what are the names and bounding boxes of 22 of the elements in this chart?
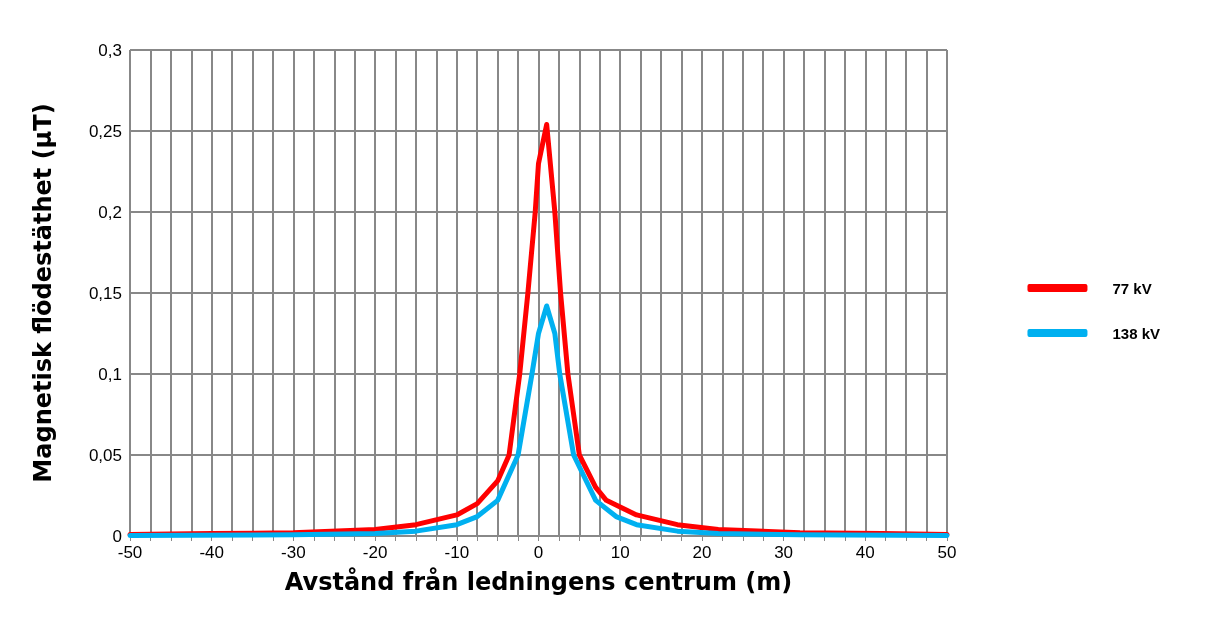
y-tick-label: 0,2 xyxy=(98,202,122,222)
x-tick-label: 40 xyxy=(855,543,875,562)
x-tick-label: 0 xyxy=(533,543,544,562)
legend-label: 77 kV xyxy=(1112,279,1152,297)
x-tick-label: -10 xyxy=(444,543,470,562)
x-tick-label: 50 xyxy=(937,543,957,562)
y-tick-label: 0,05 xyxy=(88,445,122,465)
y-tick-label: 0,15 xyxy=(88,283,122,303)
x-tick-label: -50 xyxy=(117,543,143,562)
y-tick-label: 0,3 xyxy=(98,40,122,60)
x-axis-title: Avstånd från ledningens centrum (m) xyxy=(284,567,793,596)
x-tick-label: 30 xyxy=(774,543,794,562)
legend-label: 138 kV xyxy=(1112,324,1161,342)
y-tick-label: 0 xyxy=(112,526,122,546)
y-axis-title: Magnetisk flödestäthet (µT) xyxy=(29,103,57,483)
x-tick-label: -40 xyxy=(199,543,224,562)
y-tick-label: 0,1 xyxy=(98,364,122,384)
y-tick-label: 0,25 xyxy=(88,121,122,141)
x-tick-label: -20 xyxy=(362,543,388,562)
x-tick-label: 20 xyxy=(692,543,712,562)
x-tick-label: -30 xyxy=(281,543,306,562)
x-tick-label: 10 xyxy=(610,543,630,562)
